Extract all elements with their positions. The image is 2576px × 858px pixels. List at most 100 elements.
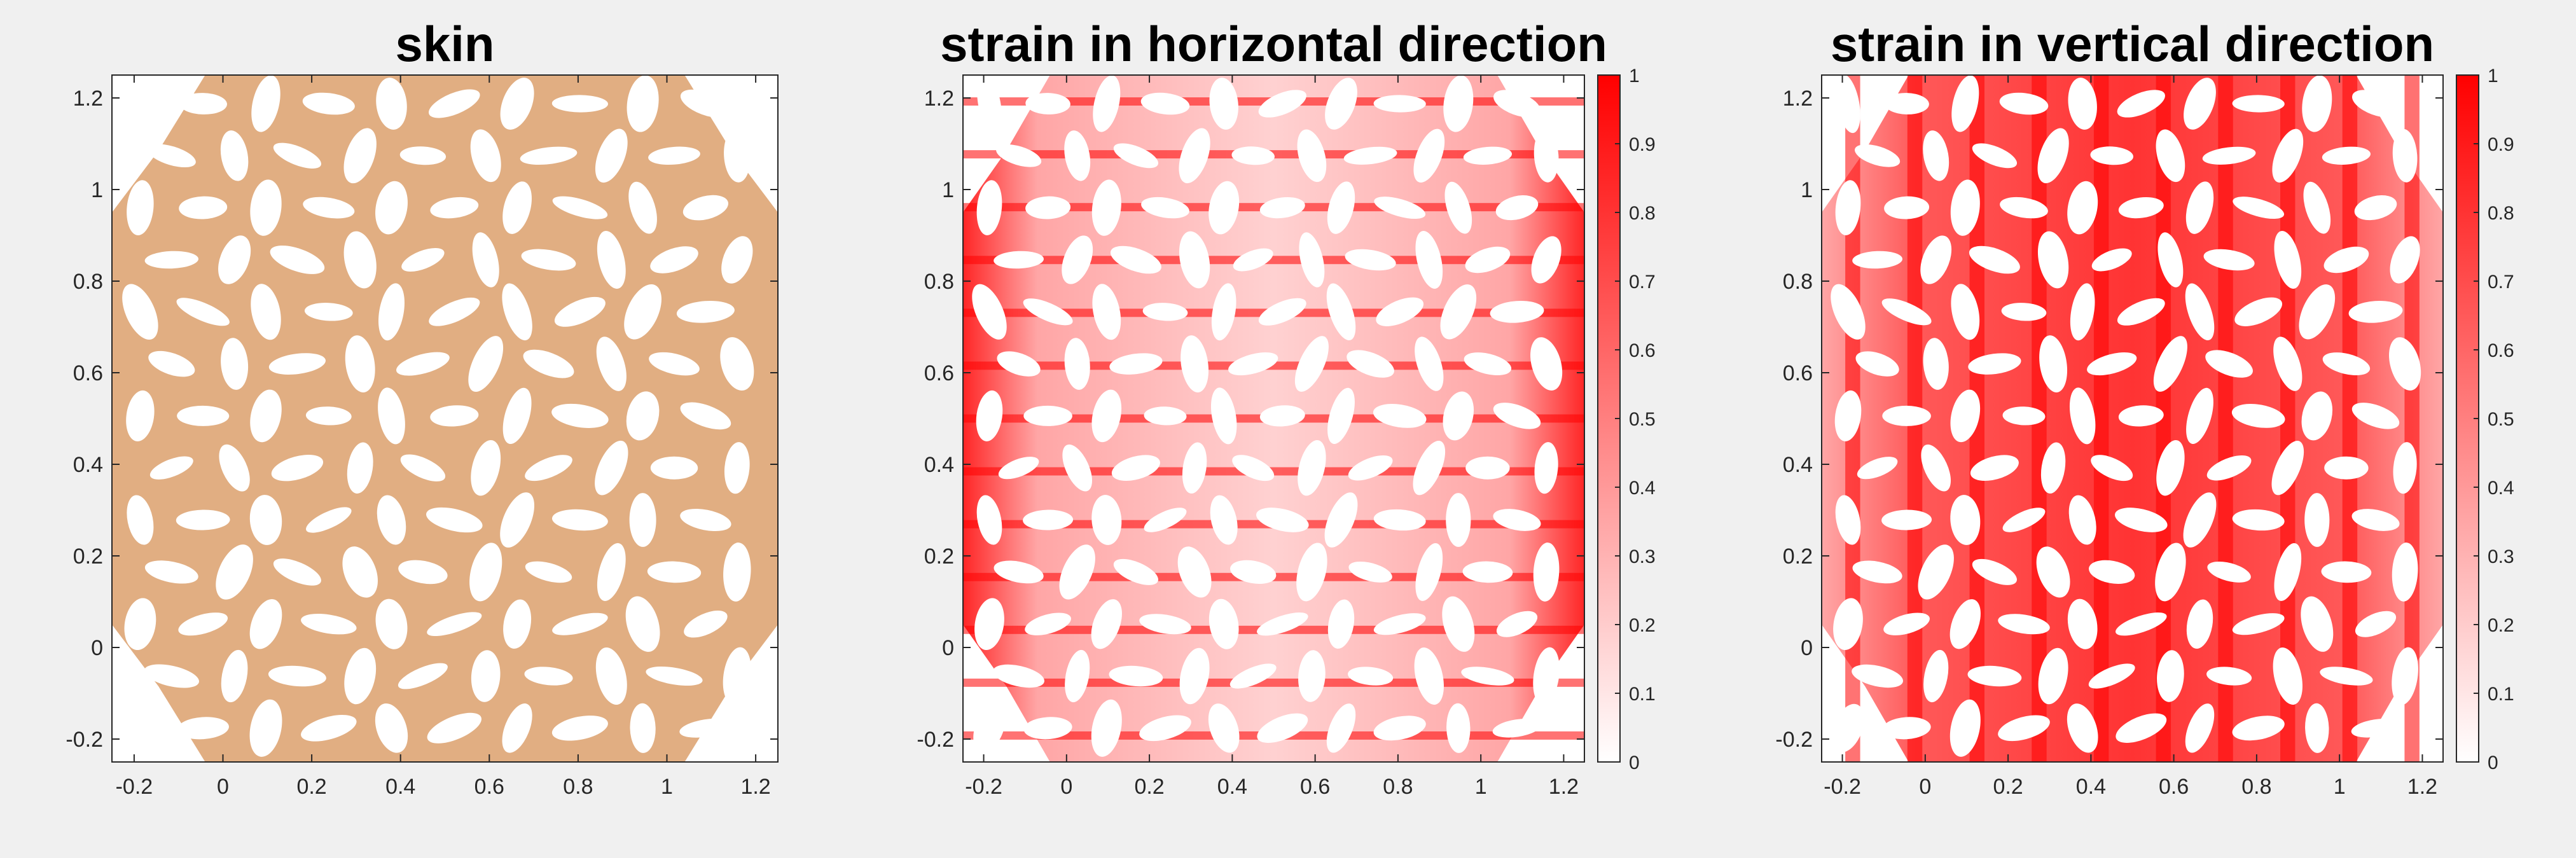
hole: [684, 611, 728, 638]
hole: [2185, 283, 2215, 341]
hole: [303, 197, 355, 219]
hole: [1347, 350, 1394, 378]
hole: [1348, 561, 1392, 583]
hole: [2320, 667, 2373, 686]
hole: [724, 442, 750, 494]
hole: [1835, 495, 1861, 545]
hole: [1442, 596, 1475, 652]
hole: [1374, 197, 1426, 219]
hole: [500, 492, 535, 548]
hole: [973, 703, 1006, 752]
hole: [1949, 599, 1981, 649]
hole: [1091, 389, 1122, 443]
hole: [1918, 544, 1954, 600]
hole: [1092, 284, 1121, 340]
hole: [2000, 197, 2048, 219]
hole: [624, 284, 661, 340]
plot-content: [963, 75, 1584, 762]
hole: [301, 614, 357, 635]
hole: [723, 543, 751, 602]
hole: [551, 403, 609, 428]
hole: [398, 663, 448, 689]
hole: [976, 495, 1002, 545]
y-tick-label: 0.4: [73, 453, 103, 477]
hole: [1326, 283, 1356, 341]
y-tick-label: 0.2: [1783, 544, 1813, 569]
hole: [2183, 492, 2217, 548]
hole: [551, 509, 608, 531]
x-tick-label: -0.2: [965, 775, 1002, 799]
hole: [1534, 128, 1559, 183]
hole: [1232, 455, 1275, 481]
hole: [1373, 613, 1426, 635]
colorbar: 0 0.1 0.2 0.3 0.4 0.5 0.6 0.7 0.8 0.9 1: [2456, 66, 2514, 773]
hole: [1233, 248, 1273, 272]
hole: [1345, 249, 1396, 271]
hole: [1091, 179, 1121, 236]
hole: [551, 95, 608, 113]
colorbar-tick-label: 0.5: [1629, 409, 1656, 430]
hole: [646, 667, 703, 686]
hole: [1182, 442, 1207, 494]
hole: [1025, 93, 1070, 114]
hole: [2186, 387, 2213, 444]
hole: [1852, 251, 1902, 269]
colorbar-tick-label: 0.8: [1629, 203, 1656, 224]
colorbar: 0 0.1 0.2 0.3 0.4 0.5 0.6 0.7 0.8 0.9 1: [1597, 66, 1656, 773]
hole: [626, 391, 660, 441]
hole: [2068, 78, 2097, 130]
colorbar-tick-label: 0.3: [2488, 546, 2514, 567]
colorbar-tick-label: 0.1: [2488, 684, 2514, 705]
y-tick-label: -0.2: [1775, 728, 1813, 752]
hole: [2273, 647, 2302, 705]
hole: [1208, 599, 1239, 649]
hole: [2185, 703, 2215, 753]
hole: [127, 75, 153, 134]
hole: [1923, 649, 1949, 703]
y-tick-label: 1.2: [924, 86, 954, 111]
hole: [994, 560, 1044, 584]
strain-band: [2218, 75, 2233, 762]
hole: [1998, 715, 2050, 742]
hole: [1855, 144, 1901, 167]
hole: [1884, 93, 1929, 114]
hole: [429, 297, 480, 326]
panel-2: -0.2 0 0.2 0.4 0.6 0.8 1 1.2 -0.2 0 0.2 0.4 0.6 0.8 1 1…: [917, 16, 1655, 799]
hole: [2232, 716, 2285, 741]
hole: [649, 352, 700, 376]
hole: [1951, 284, 1980, 340]
hole: [1852, 664, 1903, 688]
x-tick-label: 0.8: [563, 775, 593, 799]
colorbar-tick-label: 0.3: [1629, 546, 1656, 567]
hole: [679, 718, 732, 738]
hole: [1324, 492, 1358, 548]
hole: [1230, 560, 1277, 585]
hole: [1179, 231, 1210, 289]
hole: [2002, 406, 2046, 426]
y-tick-label: -0.2: [66, 728, 103, 752]
x-tick-label: 0.2: [1134, 775, 1164, 799]
hole: [1373, 95, 1426, 113]
hole: [1109, 353, 1163, 375]
hole: [2393, 442, 2417, 494]
x-tick-label: 0.8: [1383, 775, 1413, 799]
hole: [251, 75, 280, 132]
hole: [1834, 390, 1862, 441]
colorbar-tick-label: 0.4: [2488, 478, 2514, 499]
hole: [396, 352, 450, 376]
hole: [147, 144, 196, 168]
hole: [1144, 508, 1187, 532]
hole: [972, 284, 1007, 340]
hole: [2351, 719, 2400, 738]
hole: [2321, 561, 2372, 583]
hole: [1415, 543, 1443, 601]
hole: [471, 439, 501, 496]
y-tick-label: 1: [1801, 178, 1813, 202]
hole: [1373, 509, 1426, 531]
hole: [1181, 335, 1209, 392]
hole: [2323, 246, 2369, 273]
hole: [1440, 284, 1477, 340]
hole: [1179, 128, 1210, 184]
hole: [2091, 455, 2133, 481]
